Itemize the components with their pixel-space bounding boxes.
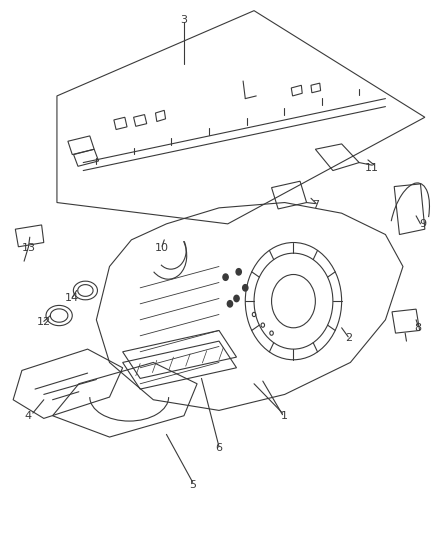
Text: 13: 13: [21, 243, 35, 253]
Text: 11: 11: [365, 163, 379, 173]
Circle shape: [223, 274, 228, 280]
Circle shape: [227, 301, 233, 307]
Text: 7: 7: [312, 200, 319, 210]
Text: 5: 5: [189, 480, 196, 490]
Text: 3: 3: [180, 15, 187, 25]
Text: 2: 2: [345, 334, 352, 343]
Text: 1: 1: [281, 411, 288, 421]
Text: 8: 8: [415, 323, 422, 333]
Text: 9: 9: [419, 219, 426, 229]
Circle shape: [234, 295, 239, 302]
Text: 12: 12: [37, 318, 51, 327]
Text: 10: 10: [155, 243, 169, 253]
Circle shape: [243, 285, 248, 291]
Text: 4: 4: [25, 411, 32, 421]
Text: 6: 6: [215, 443, 223, 453]
Text: 14: 14: [65, 294, 79, 303]
Circle shape: [236, 269, 241, 275]
